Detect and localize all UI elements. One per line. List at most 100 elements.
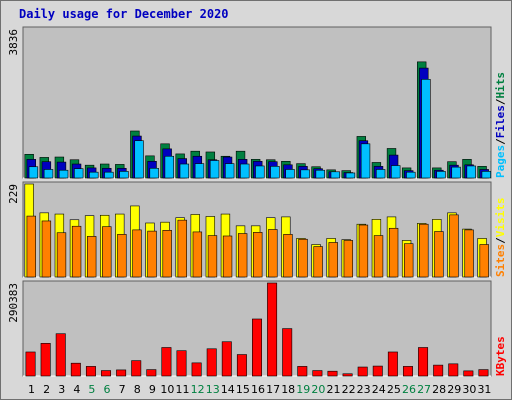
- series-label-visits-0: Sites: [494, 244, 507, 277]
- series-label-hits-4: Hits: [494, 72, 507, 99]
- x-tick-label-day-24: 24: [372, 383, 386, 396]
- bar-visits-sites-day-12: [192, 231, 203, 278]
- bar-visits-sites-day-18: [283, 234, 293, 278]
- bar-visits-sites-day-22: [343, 240, 354, 278]
- x-tick-label-day-6: 6: [104, 383, 111, 396]
- bar-hits-pages-day-3: [58, 169, 69, 179]
- x-tick-label-day-30: 30: [462, 383, 476, 396]
- bar-hits-pages-day-12: [194, 163, 205, 179]
- bar-hits-pages-day-8: [134, 140, 144, 179]
- bar-kbytes-kbytes-day-13: [206, 348, 217, 377]
- bar-kbytes-kbytes-day-16: [252, 318, 262, 377]
- bar-hits-pages-day-5: [89, 171, 99, 179]
- bar-hits-pages-day-23: [360, 143, 371, 179]
- bar-visits-sites-day-15: [237, 233, 248, 278]
- bar-hits-pages-day-25: [391, 165, 401, 179]
- x-tick-label-day-3: 3: [58, 383, 65, 396]
- bar-visits-sites-day-31: [479, 244, 489, 278]
- x-tick-label-day-23: 23: [357, 383, 371, 396]
- bar-kbytes-kbytes-day-15: [236, 354, 247, 377]
- bar-kbytes-kbytes-day-17: [267, 282, 278, 377]
- bar-hits-pages-day-16: [255, 165, 265, 179]
- x-tick-label-day-25: 25: [387, 383, 401, 396]
- bar-kbytes-kbytes-day-25: [387, 351, 398, 377]
- bar-hits-pages-day-11: [179, 163, 190, 179]
- x-tick-label-day-20: 20: [311, 383, 325, 396]
- x-tick-label-day-9: 9: [149, 383, 156, 396]
- bar-visits-sites-day-28: [434, 231, 444, 278]
- x-tick-label-day-7: 7: [119, 383, 126, 396]
- x-tick-label-day-15: 15: [236, 383, 250, 396]
- x-tick-label-day-22: 22: [342, 383, 356, 396]
- x-tick-label-day-1: 1: [28, 383, 35, 396]
- x-tick-label-day-11: 11: [176, 383, 190, 396]
- panel-kbytes-ymax-label: 290383: [7, 283, 20, 323]
- bar-visits-sites-day-24: [373, 235, 384, 278]
- bar-kbytes-kbytes-day-12: [191, 362, 202, 377]
- bar-hits-pages-day-14: [224, 163, 235, 179]
- bar-visits-sites-day-7: [117, 234, 127, 278]
- bar-visits-sites-day-3: [56, 232, 67, 278]
- bar-kbytes-kbytes-day-31: [478, 369, 489, 377]
- series-label-hits-0: Pages: [494, 145, 507, 178]
- series-label-hits-2: Files: [494, 105, 507, 138]
- x-tick-label-day-26: 26: [402, 383, 416, 396]
- bar-hits-pages-day-9: [149, 167, 159, 179]
- bar-visits-sites-day-9: [147, 230, 157, 278]
- x-tick-label-day-27: 27: [417, 383, 431, 396]
- bar-hits-pages-day-29: [451, 166, 461, 179]
- bar-visits-sites-day-16: [253, 232, 263, 278]
- x-tick-label-day-8: 8: [134, 383, 141, 396]
- x-tick-label-day-31: 31: [477, 383, 491, 396]
- bar-visits-sites-day-21: [328, 242, 338, 278]
- bar-kbytes-kbytes-day-14: [221, 341, 232, 377]
- bar-kbytes-kbytes-day-19: [297, 366, 308, 377]
- bar-kbytes-kbytes-day-5: [85, 366, 96, 377]
- bar-hits-pages-day-21: [330, 171, 341, 179]
- series-label-visits-2: Visits: [494, 198, 507, 238]
- x-tick-label-day-2: 2: [43, 383, 50, 396]
- series-label-hits-3: /: [494, 98, 507, 105]
- panel-visits-ymax-label: 229: [7, 184, 20, 204]
- bar-visits-sites-day-6: [102, 226, 112, 278]
- bar-kbytes-kbytes-day-10: [161, 347, 172, 377]
- bar-hits-pages-day-15: [240, 163, 250, 179]
- bar-kbytes-kbytes-day-11: [176, 350, 187, 377]
- bar-kbytes-kbytes-day-6: [101, 370, 112, 377]
- bar-visits-sites-day-8: [132, 229, 142, 278]
- bar-visits-sites-day-19: [298, 238, 308, 278]
- series-label-hits-1: /: [494, 138, 507, 145]
- bar-visits-sites-day-2: [41, 220, 52, 278]
- bar-kbytes-kbytes-day-21: [327, 370, 338, 377]
- series-label-kbytes-0: KBytes: [494, 336, 507, 376]
- bar-kbytes-kbytes-day-8: [131, 360, 142, 377]
- panel-visits-series-label: Sites/Visits: [494, 198, 507, 278]
- bar-hits-pages-day-28: [436, 171, 446, 179]
- bar-kbytes-kbytes-day-27: [418, 347, 429, 377]
- bar-visits-sites-day-20: [313, 246, 323, 278]
- bar-hits-pages-day-1: [28, 166, 39, 179]
- bar-hits-pages-day-20: [315, 169, 325, 179]
- bar-hits-pages-day-31: [481, 171, 491, 179]
- bar-kbytes-kbytes-day-20: [312, 370, 323, 377]
- x-tick-label-day-4: 4: [73, 383, 80, 396]
- bar-kbytes-kbytes-day-7: [116, 369, 127, 377]
- bar-visits-sites-day-4: [71, 225, 82, 278]
- bar-hits-pages-day-19: [300, 169, 310, 179]
- bar-hits-pages-day-2: [43, 169, 54, 179]
- bar-kbytes-kbytes-day-2: [40, 343, 51, 377]
- x-tick-label-day-5: 5: [88, 383, 95, 396]
- panel-hits: [22, 26, 492, 179]
- panel-hits-ymax-label: 3836: [7, 29, 20, 56]
- panel-hits-series-label: Pages/Files/Hits: [494, 72, 507, 178]
- bar-hits-pages-day-7: [119, 171, 129, 179]
- x-tick-label-day-21: 21: [326, 383, 340, 396]
- bar-visits-sites-day-17: [268, 229, 278, 278]
- bar-hits-pages-day-4: [74, 168, 84, 179]
- bar-hits-pages-day-24: [375, 169, 386, 179]
- bar-visits-sites-day-13: [207, 235, 218, 278]
- bar-visits-sites-day-29: [449, 214, 459, 278]
- x-tick-label-day-18: 18: [281, 383, 295, 396]
- x-tick-label-day-29: 29: [447, 383, 461, 396]
- bar-kbytes-kbytes-day-4: [70, 362, 81, 377]
